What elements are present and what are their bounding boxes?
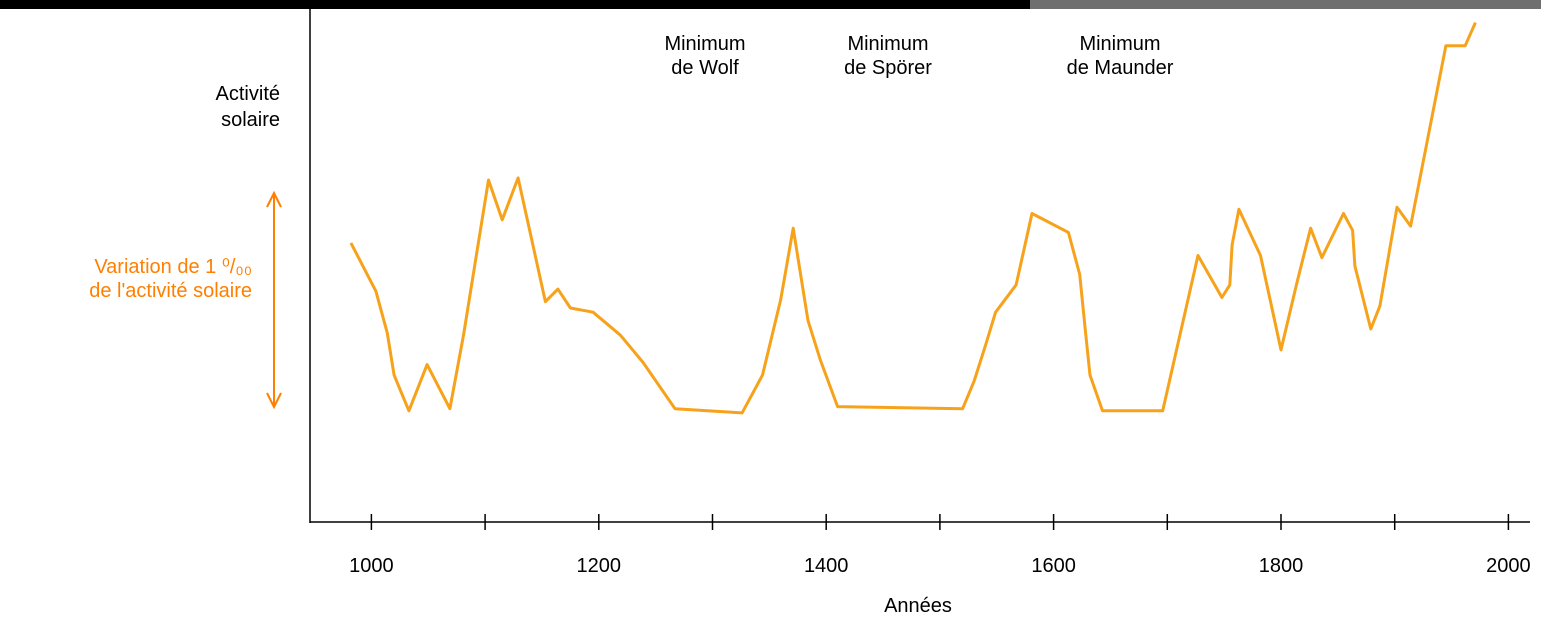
y-axis-label: solaire [221, 109, 280, 131]
top-image [1030, 0, 1541, 9]
scale-label: de l'activité solaire [89, 280, 252, 302]
x-tick-label: 1200 [577, 555, 622, 577]
top-bar [0, 0, 1030, 9]
x-tick-label: 1400 [804, 555, 849, 577]
x-tick-label: 1800 [1259, 555, 1304, 577]
x-tick-label: 1000 [349, 555, 394, 577]
scale-label: Variation de 1 ⁰/₀₀ [94, 256, 252, 278]
x-tick-label: 2000 [1486, 555, 1531, 577]
annotation: Minimum [664, 33, 745, 55]
y-axis-label: Activité [216, 83, 280, 105]
data-line [349, 21, 1477, 415]
scale-arrow-head [266, 190, 282, 410]
annotation: Minimum [847, 33, 928, 55]
annotation: de Wolf [671, 57, 739, 79]
annotation: de Spörer [844, 57, 932, 79]
x-tick-label: 1600 [1031, 555, 1076, 577]
annotation: de Maunder [1067, 57, 1174, 79]
annotation: Minimum [1079, 33, 1160, 55]
x-axis-label: Années [884, 595, 952, 617]
